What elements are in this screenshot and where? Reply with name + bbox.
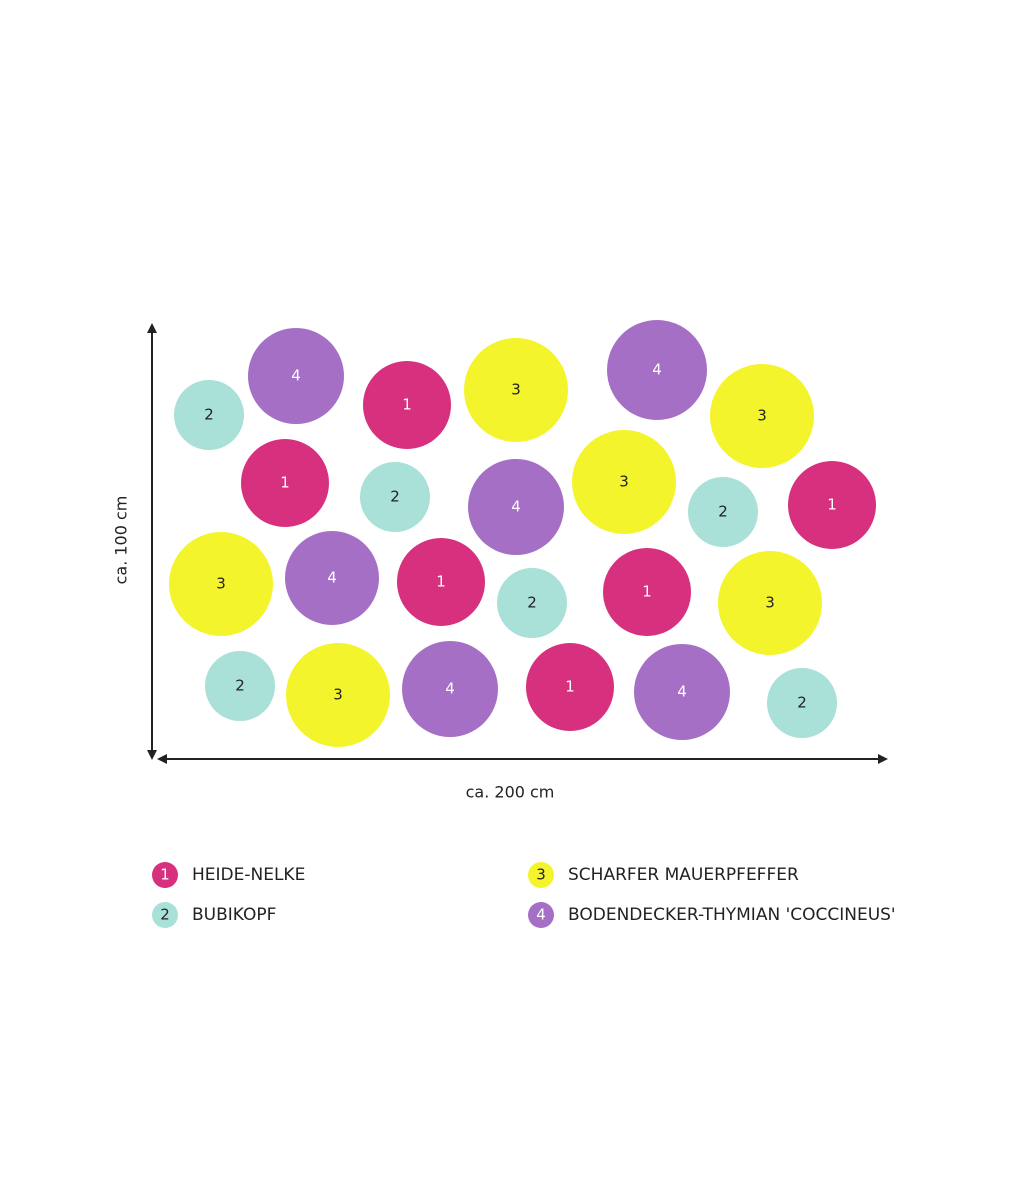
plant-circle <box>360 462 430 532</box>
plant-circle <box>286 643 390 747</box>
plant-circle <box>718 551 822 655</box>
width-label: ca. 200 cm <box>466 783 555 802</box>
plant-number: 2 <box>235 677 245 695</box>
plant-number: 2 <box>718 503 728 521</box>
plant-number: 1 <box>827 496 837 514</box>
plant-circle <box>607 320 707 420</box>
plant-number: 1 <box>565 678 575 696</box>
plant-circle <box>710 364 814 468</box>
legend-name: HEIDE-NELKE <box>192 865 305 885</box>
legend: 1 HEIDE-NELKE 2 BUBIKOPF 3 SCHARFER MAUERPFEF… <box>152 862 896 928</box>
plants: 4 2 1 3 4 3 1 2 4 3 2 1 3 4 1 2 1 3 2 3 4 1 4 2 <box>169 320 876 747</box>
plant-circle <box>464 338 568 442</box>
plant-circle <box>169 532 273 636</box>
plant-number: 4 <box>511 498 521 516</box>
plant-number: 3 <box>765 594 775 612</box>
plant-number: 2 <box>797 694 807 712</box>
plant-number: 3 <box>511 381 521 399</box>
plant-circle <box>603 548 691 636</box>
plant-circle <box>688 477 758 547</box>
plant-number: 3 <box>216 575 226 593</box>
plant-number: 2 <box>390 488 400 506</box>
plant-circle <box>468 459 564 555</box>
plant-circle <box>205 651 275 721</box>
legend-name: BUBIKOPF <box>192 905 276 925</box>
plant-circle <box>526 643 614 731</box>
plant-circle <box>788 461 876 549</box>
legend-swatch <box>152 902 178 928</box>
plant-number: 1 <box>402 396 412 414</box>
width-arrow-head <box>157 754 167 764</box>
plant-circle <box>402 641 498 737</box>
plant-circle <box>248 328 344 424</box>
plant-number: 4 <box>327 569 337 587</box>
legend-number: 2 <box>160 906 170 924</box>
plant-number: 3 <box>333 686 343 704</box>
plant-number: 3 <box>619 473 629 491</box>
plant-number: 3 <box>757 407 767 425</box>
legend-name: SCHARFER MAUERPFEFFER <box>568 865 799 885</box>
plant-circle <box>572 430 676 534</box>
plant-number: 1 <box>280 474 290 492</box>
plant-number: 4 <box>652 361 662 379</box>
height-label: ca. 100 cm <box>112 496 131 585</box>
height-arrow-head <box>147 750 157 760</box>
legend-number: 3 <box>536 866 546 884</box>
plant-circle <box>497 568 567 638</box>
legend-swatch <box>528 862 554 888</box>
legend-swatch <box>152 862 178 888</box>
legend-name: BODENDECKER-THYMIAN 'COCCINEUS' <box>568 905 896 925</box>
plant-circle <box>397 538 485 626</box>
plant-number: 4 <box>445 680 455 698</box>
plant-circle <box>634 644 730 740</box>
plant-number: 1 <box>436 573 446 591</box>
legend-swatch <box>528 902 554 928</box>
plant-number: 4 <box>291 367 301 385</box>
legend-number: 4 <box>536 906 546 924</box>
legend-number: 1 <box>160 866 170 884</box>
plant-circle <box>174 380 244 450</box>
plant-number: 2 <box>527 594 537 612</box>
plant-number: 2 <box>204 406 214 424</box>
plant-number: 4 <box>677 683 687 701</box>
plant-circle <box>767 668 837 738</box>
plant-number: 1 <box>642 583 652 601</box>
plant-circle <box>241 439 329 527</box>
plant-circle <box>285 531 379 625</box>
plant-circle <box>363 361 451 449</box>
